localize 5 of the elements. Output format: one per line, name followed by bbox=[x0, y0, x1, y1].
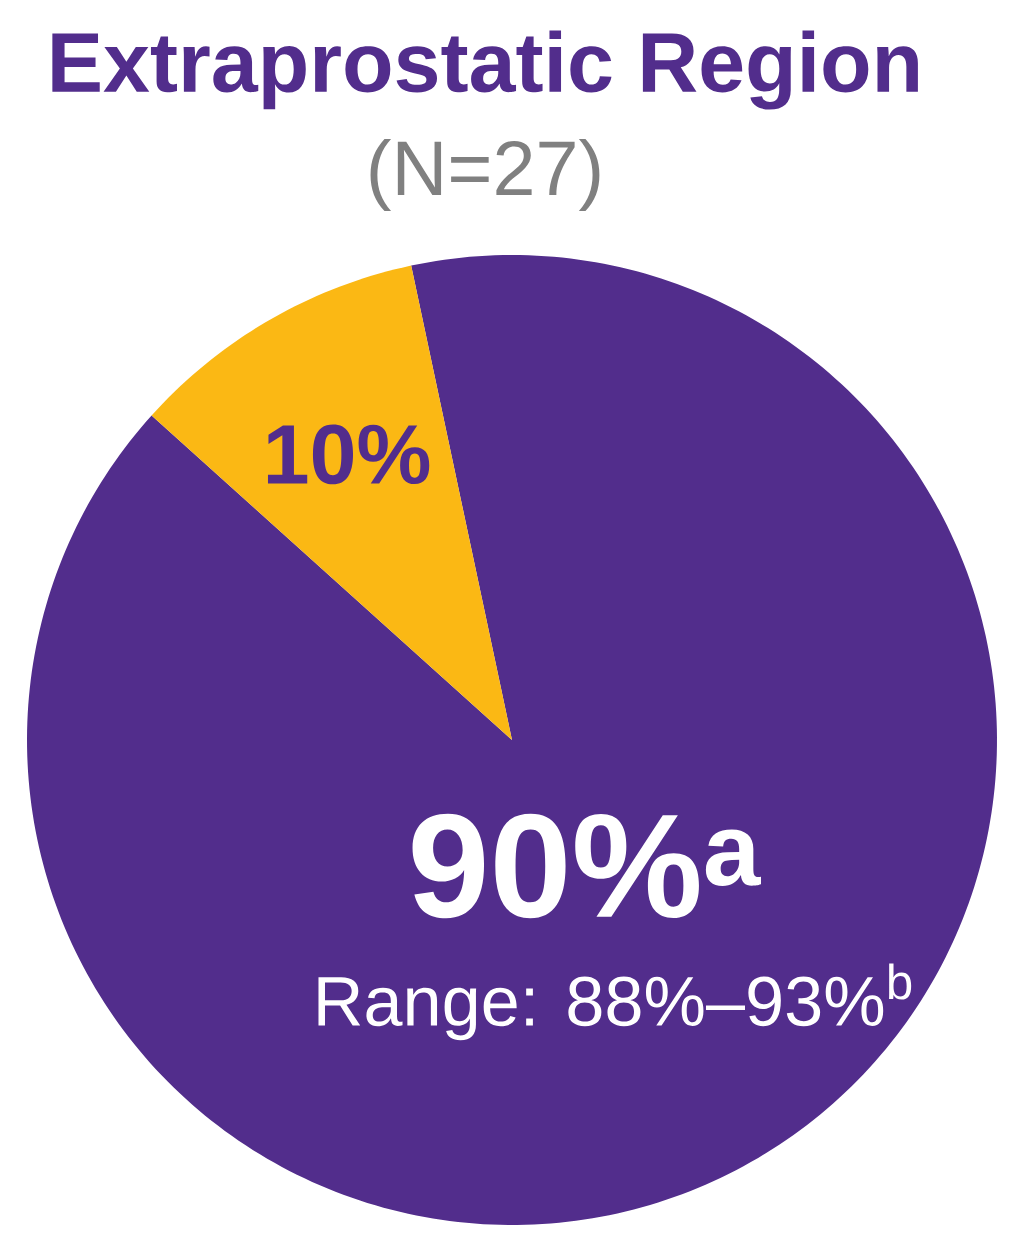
text: Range: 88%–93%$^{b}$ bbox=[318, 963, 912, 1041]
data-label: 90%$^{a}$ bbox=[412, 813, 761, 919]
chart-subtitle: (N=27) bbox=[370, 138, 600, 211]
chart-title: Extraprostatic Region bbox=[52, 30, 918, 110]
data-label: 10% bbox=[267, 424, 430, 485]
